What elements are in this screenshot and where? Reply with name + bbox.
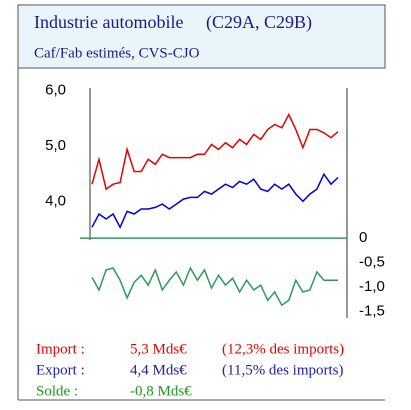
summary-share: (12,3% des imports): [222, 341, 344, 357]
summary-label: Export :: [36, 362, 85, 378]
chart-title: Industrie automobile (C29A, C29B): [34, 12, 312, 33]
series-line: [91, 172, 339, 230]
y2-tick-label: -1,5: [359, 303, 385, 320]
summary-label: Import :: [36, 341, 85, 357]
series-line: [91, 266, 338, 307]
chart-subtitle: Caf/Fab estimés, CVS-CJO: [34, 45, 200, 61]
summary-value: 4,4 Mds€: [130, 362, 187, 378]
summary-label: Solde :: [36, 383, 78, 399]
series-line: [91, 112, 339, 191]
y2-tick-label: 0: [359, 229, 367, 246]
y-tick-label: 5,0: [45, 137, 66, 154]
summary-value: -0,8 Mds€: [130, 383, 192, 399]
summary-value: 5,3 Mds€: [130, 341, 187, 357]
y-tick-label: 6,0: [45, 82, 66, 99]
y2-tick-label: -1,0: [359, 278, 385, 295]
y-tick-label: 4,0: [45, 192, 66, 209]
y2-tick-label: -0,5: [359, 254, 385, 271]
summary-share: (11,5% des imports): [222, 362, 344, 378]
header-box: [17, 4, 386, 69]
